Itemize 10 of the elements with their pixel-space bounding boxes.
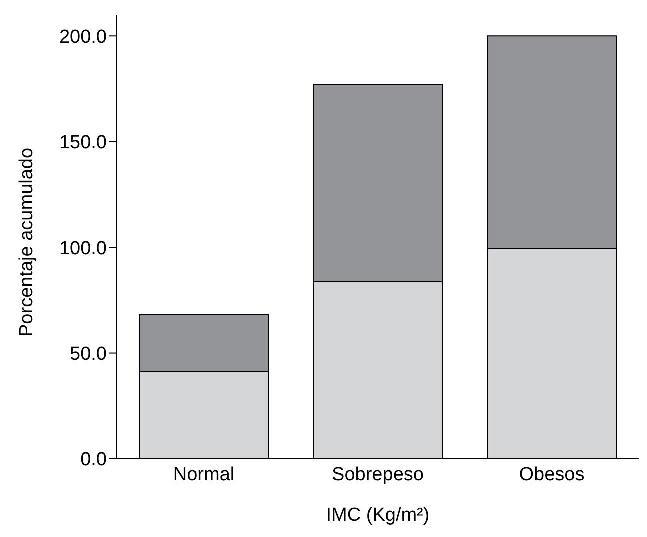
y-tick-label: 200.0 <box>59 26 107 48</box>
y-axis-title: Porcentaje acumulado <box>16 148 38 337</box>
y-tick-label: 150.0 <box>59 132 107 154</box>
y-tick-label: 50.0 <box>70 344 107 366</box>
y-tick-label: 0.0 <box>80 450 107 471</box>
x-tick-label: Sobrepeso <box>332 464 424 486</box>
y-tick-label: 100.0 <box>59 238 107 260</box>
x-tick-label: Normal <box>173 464 235 486</box>
x-axis-title: IMC (Kg/m²) <box>326 505 430 526</box>
x-tick-label: Obesos <box>519 464 585 486</box>
